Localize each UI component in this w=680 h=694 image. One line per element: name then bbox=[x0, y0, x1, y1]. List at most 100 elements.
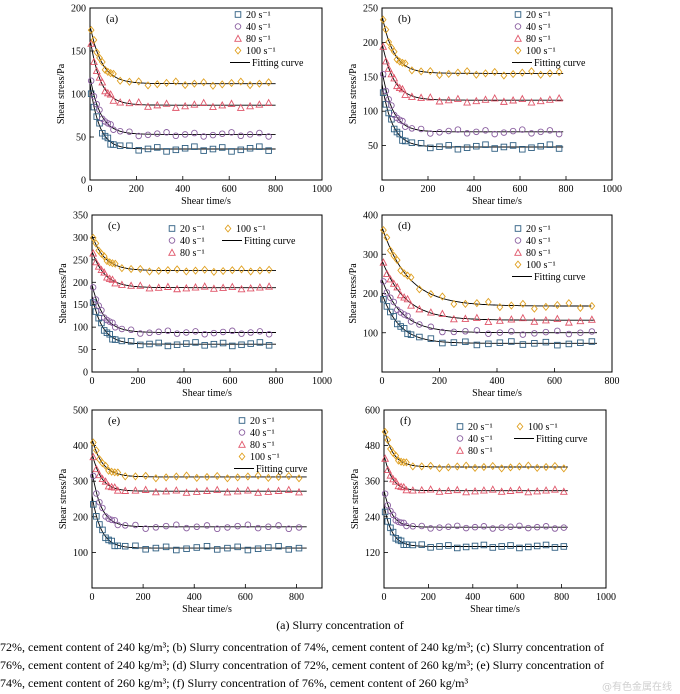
legend-label: 100 s⁻¹ bbox=[528, 422, 558, 433]
data-point bbox=[96, 498, 103, 506]
data-point bbox=[121, 472, 129, 481]
data-point bbox=[418, 462, 426, 471]
data-point bbox=[462, 543, 470, 551]
legend-marker bbox=[168, 237, 176, 244]
data-point bbox=[121, 522, 129, 529]
legend-label: 80 s⁻¹ bbox=[468, 446, 493, 457]
data-point bbox=[390, 313, 398, 320]
data-point bbox=[255, 100, 264, 108]
data-point bbox=[518, 94, 527, 103]
data-point bbox=[173, 265, 181, 274]
data-point bbox=[445, 127, 452, 135]
data-point bbox=[518, 68, 526, 77]
data-point bbox=[401, 59, 409, 68]
data-point bbox=[417, 93, 426, 101]
data-point bbox=[96, 106, 103, 114]
data-point bbox=[219, 283, 228, 291]
data-point bbox=[95, 73, 104, 81]
x-axis-label: Shear time/s bbox=[182, 388, 232, 399]
data-point bbox=[554, 327, 561, 335]
data-point bbox=[265, 133, 272, 140]
data-point bbox=[192, 339, 199, 346]
data-point bbox=[397, 519, 405, 526]
caption-line-2: 76%, cement content of 240 kg/m³; (d) Sl… bbox=[0, 658, 605, 672]
data-point bbox=[400, 269, 408, 278]
data-point bbox=[499, 97, 508, 105]
data-point bbox=[427, 323, 435, 331]
data-point bbox=[436, 543, 443, 550]
data-point bbox=[508, 328, 515, 335]
x-tick-label: 400 bbox=[187, 592, 202, 603]
data-point bbox=[389, 528, 397, 536]
y-tick-label: 0 bbox=[81, 176, 86, 187]
data-point bbox=[213, 525, 221, 533]
data-point bbox=[255, 283, 264, 291]
data-point bbox=[275, 542, 282, 550]
data-point bbox=[199, 98, 208, 107]
legend-label: 100 s⁻¹ bbox=[250, 452, 280, 463]
data-point bbox=[445, 523, 452, 530]
data-point bbox=[397, 323, 404, 330]
data-point bbox=[152, 524, 160, 531]
data-point bbox=[392, 451, 400, 460]
data-point bbox=[172, 146, 180, 154]
data-point bbox=[163, 282, 172, 290]
chart-panel: 0 200 400 600 800 1000 0 50 100 150 200 250 300 350 Sh… bbox=[58, 211, 332, 400]
data-point bbox=[153, 80, 161, 89]
data-point bbox=[98, 474, 107, 483]
y-tick-label: 100 bbox=[363, 328, 378, 339]
data-point bbox=[135, 132, 142, 140]
data-point bbox=[111, 324, 119, 331]
data-point bbox=[126, 77, 133, 86]
data-point bbox=[533, 463, 541, 473]
fitting-curve bbox=[383, 454, 568, 492]
data-point bbox=[132, 472, 139, 481]
x-tick-label: 0 bbox=[90, 376, 95, 387]
data-point bbox=[132, 521, 139, 529]
chart-panel: 0 200 400 600 800 100 200 300 400 500 Shear time/s… bbox=[58, 406, 323, 612]
data-point bbox=[237, 77, 245, 86]
data-point bbox=[407, 273, 415, 282]
y-axis-label: Shear stress/Pa bbox=[350, 468, 361, 529]
y-tick-label: 300 bbox=[73, 233, 88, 244]
data-point bbox=[89, 233, 97, 242]
plot-frame bbox=[91, 214, 323, 373]
data-point bbox=[219, 339, 227, 347]
data-point bbox=[237, 132, 245, 140]
data-point bbox=[265, 523, 272, 531]
legend-label: 20 s⁻¹ bbox=[246, 10, 271, 21]
data-point bbox=[137, 330, 144, 337]
x-tick-label: 200 bbox=[131, 376, 146, 387]
data-point bbox=[152, 474, 160, 483]
data-point bbox=[246, 80, 254, 90]
data-point bbox=[247, 267, 255, 276]
legend-marker bbox=[238, 417, 246, 424]
data-point bbox=[254, 471, 262, 480]
data-point bbox=[265, 265, 273, 274]
data-point bbox=[553, 300, 561, 310]
data-point bbox=[461, 314, 470, 322]
data-point bbox=[462, 338, 469, 346]
data-point bbox=[462, 461, 470, 470]
y-tick-label: 250 bbox=[73, 255, 88, 266]
data-point bbox=[116, 76, 124, 85]
legend-label: 80 s⁻¹ bbox=[250, 440, 275, 451]
data-point bbox=[379, 15, 387, 24]
x-tick-label: 400 bbox=[490, 376, 505, 387]
data-point bbox=[498, 524, 505, 531]
y-tick-label: 100 bbox=[363, 107, 378, 118]
data-point bbox=[496, 329, 504, 336]
data-point bbox=[201, 331, 208, 338]
panel-label: (b) bbox=[398, 13, 411, 25]
chart-panel: 0 200 400 600 800 1000 0 50 100 150 200 Shear time/… bbox=[56, 4, 332, 208]
x-tick-label: 0 bbox=[380, 184, 385, 195]
data-point bbox=[285, 546, 293, 553]
data-point bbox=[546, 127, 554, 134]
data-point bbox=[407, 301, 415, 309]
data-point bbox=[542, 541, 550, 549]
data-point bbox=[224, 524, 231, 531]
y-tick-label: 200 bbox=[363, 38, 378, 49]
y-tick-label: 600 bbox=[365, 406, 380, 417]
data-point bbox=[400, 311, 408, 318]
data-point bbox=[559, 487, 568, 495]
